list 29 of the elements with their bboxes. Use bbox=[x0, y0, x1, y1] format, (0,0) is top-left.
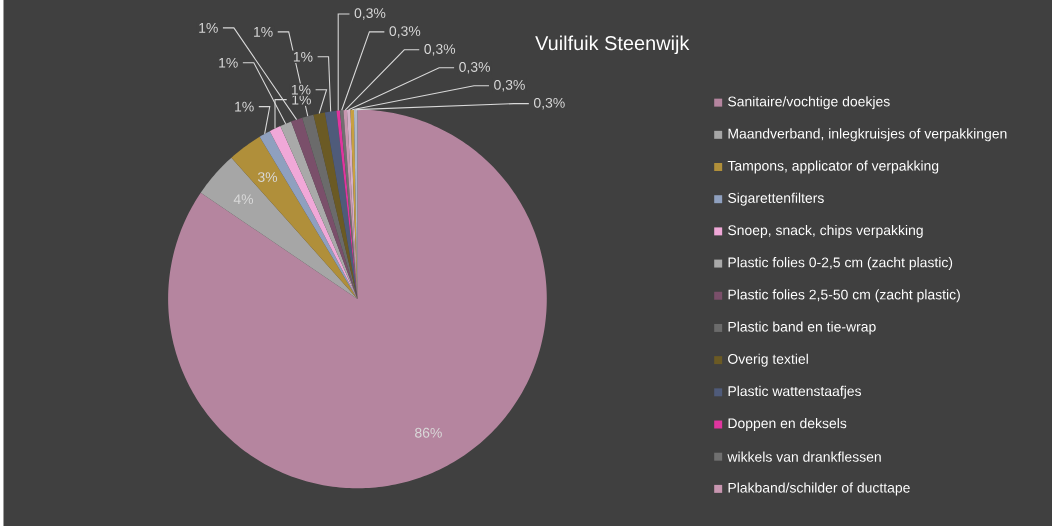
legend-label: Snoep, snack, chips verpakking bbox=[728, 224, 923, 238]
data-label: 1% bbox=[291, 84, 311, 95]
legend-label: Overig textiel bbox=[728, 353, 808, 367]
data-label: 1% bbox=[292, 94, 311, 105]
data-label: 0,3% bbox=[354, 8, 386, 20]
legend-label: Doppen en deksels bbox=[728, 417, 847, 431]
legend-label: wikkels van drankflessen bbox=[727, 451, 881, 462]
data-label: 0,3% bbox=[459, 61, 490, 74]
data-label: 1% bbox=[254, 26, 273, 37]
data-label: 0,3% bbox=[494, 79, 525, 92]
legend-label: Plastic folies 0-2,5 cm (zacht plastic) bbox=[728, 257, 953, 271]
data-label: 1% bbox=[235, 101, 254, 112]
data-label: 0,3% bbox=[424, 44, 456, 56]
legend-label: Sanitaire/vochtige doekjes bbox=[728, 96, 890, 110]
data-label: 0,3% bbox=[533, 97, 565, 110]
legend-label: Plastic wattenstaafjes bbox=[728, 385, 862, 399]
legend-label: Plastic band en tie-wrap bbox=[728, 321, 876, 335]
data-label: 1% bbox=[219, 57, 238, 68]
legend-label: Sigarettenfilters bbox=[728, 192, 824, 206]
data-label: 0,3% bbox=[389, 26, 421, 38]
legend-label: Maandverband, inlegkruisjes of verpakkingen bbox=[728, 128, 1007, 142]
text: Vuilfuik Steenwijk bbox=[535, 35, 690, 55]
data-label: 86% bbox=[415, 427, 442, 438]
legend-label: Plastic folies 2,5-50 cm (zacht plastic) bbox=[728, 289, 960, 303]
legend-label: Plakband/schilder of ducttape bbox=[728, 482, 910, 496]
data-label: 1% bbox=[293, 51, 313, 62]
data-label: 1% bbox=[199, 22, 218, 33]
legend-label: Tampons, applicator of verpakking bbox=[727, 160, 939, 174]
data-label: 3% bbox=[257, 172, 278, 182]
